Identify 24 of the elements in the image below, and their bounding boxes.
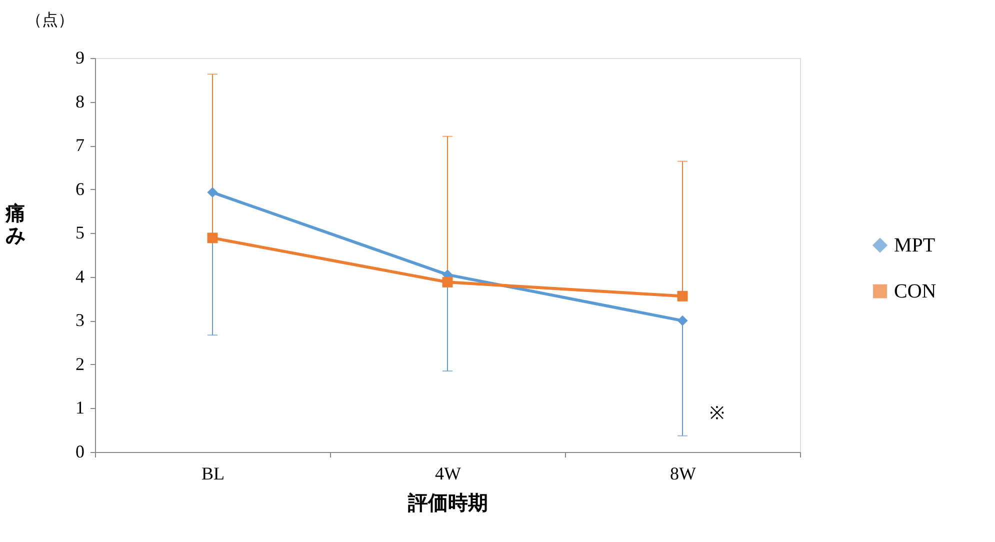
point — [207, 232, 218, 244]
y-tick-label: 3 — [76, 310, 84, 330]
legend-label: MPT — [894, 234, 936, 256]
text: （点） — [26, 11, 74, 29]
x-tick-label: 8W — [670, 464, 696, 484]
point — [207, 187, 218, 198]
y-tick-label: 6 — [76, 178, 84, 199]
y-tick-label: 5 — [76, 222, 84, 243]
x-axis-title: 評価時期 — [407, 492, 488, 514]
point — [677, 315, 688, 326]
point — [677, 290, 688, 302]
y-tick-label: 1 — [76, 398, 84, 418]
point — [442, 276, 453, 288]
x-tick-label: 4W — [435, 464, 461, 484]
y-tick-label: 8 — [76, 91, 84, 112]
y-tick-label: 7 — [76, 135, 84, 156]
annotation: ※ — [710, 403, 724, 423]
y-tick-label: 9 — [76, 48, 84, 68]
y-axis-title: 痛み — [4, 202, 26, 247]
y-tick-label: 4 — [76, 266, 84, 286]
x-tick-label: BL — [201, 464, 225, 484]
y-tick-label: 2 — [76, 354, 84, 374]
legend-label: CON — [894, 280, 936, 302]
y-tick-label: 0 — [76, 442, 84, 462]
